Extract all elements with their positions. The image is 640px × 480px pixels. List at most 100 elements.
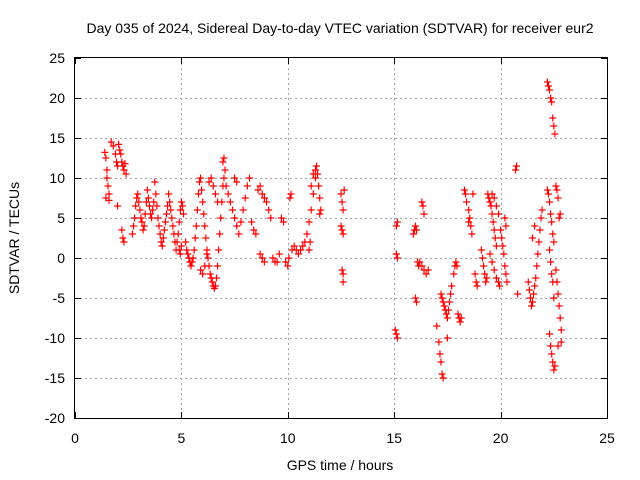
- data-point-marker: [524, 278, 532, 286]
- data-point-marker: [159, 234, 167, 242]
- data-point-marker: [411, 294, 419, 302]
- data-point-marker: [285, 254, 293, 262]
- x-tick-label: 25: [599, 430, 615, 446]
- data-point-marker: [418, 198, 426, 206]
- data-point-marker: [499, 242, 507, 250]
- y-tick-label: -15: [45, 370, 65, 386]
- data-point-marker: [538, 206, 546, 214]
- data-point-marker: [305, 218, 313, 226]
- data-point-marker: [306, 238, 314, 246]
- data-point-marker: [201, 262, 209, 270]
- data-point-marker: [471, 270, 479, 278]
- data-point-marker: [120, 238, 128, 246]
- data-point-marker: [442, 310, 450, 318]
- data-point-marker: [286, 194, 294, 202]
- data-points: [101, 78, 565, 382]
- data-point-marker: [544, 190, 552, 198]
- data-point-marker: [197, 174, 205, 182]
- data-point-marker: [418, 262, 426, 270]
- data-point-marker: [118, 226, 126, 234]
- data-point-marker: [138, 218, 146, 226]
- data-point-marker: [488, 210, 496, 218]
- data-point-marker: [546, 198, 554, 206]
- x-tick-labels: 0 5 10 15 20 25: [71, 430, 615, 446]
- x-tick-label: 15: [386, 430, 402, 446]
- data-point-marker: [338, 198, 346, 206]
- data-point-marker: [104, 182, 112, 190]
- data-point-marker: [496, 282, 504, 290]
- data-point-marker: [488, 258, 496, 266]
- data-point-marker: [307, 182, 315, 190]
- data-point-marker: [122, 170, 130, 178]
- data-point-marker: [130, 222, 138, 230]
- data-point-marker: [435, 338, 443, 346]
- data-point-marker: [157, 238, 165, 246]
- data-point-marker: [219, 158, 227, 166]
- data-point-marker: [548, 98, 556, 106]
- data-point-marker: [313, 162, 321, 170]
- data-point-marker: [311, 174, 319, 182]
- data-point-marker: [411, 222, 419, 230]
- y-axis-label: SDTVAR / TECUs: [6, 182, 22, 294]
- data-point-marker: [557, 326, 565, 334]
- data-point-marker: [511, 166, 519, 174]
- data-point-marker: [477, 246, 485, 254]
- data-point-marker: [147, 210, 155, 218]
- data-point-marker: [290, 242, 298, 250]
- data-point-marker: [152, 190, 160, 198]
- data-point-marker: [194, 190, 202, 198]
- data-point-marker: [128, 230, 136, 238]
- data-point-marker: [556, 210, 564, 218]
- data-point-marker: [502, 222, 510, 230]
- data-point-marker: [438, 370, 446, 378]
- data-point-marker: [492, 242, 500, 250]
- data-point-marker: [392, 330, 400, 338]
- data-point-marker: [260, 194, 268, 202]
- data-point-marker: [317, 206, 325, 214]
- data-point-marker: [119, 234, 127, 242]
- data-point-marker: [188, 258, 196, 266]
- axis-ticks: [75, 58, 608, 419]
- data-point-marker: [175, 218, 183, 226]
- data-point-marker: [494, 278, 502, 286]
- data-point-marker: [258, 254, 266, 262]
- data-point-marker: [452, 258, 460, 266]
- data-point-marker: [140, 222, 148, 230]
- data-point-marker: [546, 330, 554, 338]
- data-point-marker: [200, 210, 208, 218]
- data-point-marker: [256, 182, 264, 190]
- data-point-marker: [437, 290, 445, 298]
- data-point-marker: [207, 174, 215, 182]
- data-point-marker: [269, 254, 277, 262]
- data-point-marker: [392, 250, 400, 258]
- data-point-marker: [501, 262, 509, 270]
- data-point-marker: [160, 226, 168, 234]
- data-point-marker: [490, 266, 498, 274]
- data-point-marker: [282, 258, 290, 266]
- data-point-marker: [513, 162, 521, 170]
- data-point-marker: [543, 78, 551, 86]
- data-point-marker: [198, 186, 206, 194]
- data-point-marker: [101, 148, 109, 156]
- data-point-marker: [228, 206, 236, 214]
- data-point-marker: [413, 298, 421, 306]
- data-point-marker: [494, 210, 502, 218]
- y-tick-label: -10: [45, 330, 65, 346]
- data-point-marker: [526, 294, 534, 302]
- data-point-marker: [204, 254, 212, 262]
- data-point-marker: [305, 246, 313, 254]
- data-point-marker: [192, 222, 200, 230]
- data-point-marker: [536, 226, 544, 234]
- data-point-marker: [237, 218, 245, 226]
- data-point-marker: [469, 190, 477, 198]
- data-point-marker: [256, 250, 264, 258]
- data-point-marker: [551, 130, 559, 138]
- data-point-marker: [551, 362, 559, 370]
- data-point-marker: [191, 234, 199, 242]
- data-point-marker: [158, 242, 166, 250]
- y-tick-label: 5: [57, 210, 65, 226]
- data-point-marker: [316, 210, 324, 218]
- data-point-marker: [393, 218, 401, 226]
- data-point-marker: [424, 266, 432, 274]
- data-point-marker: [554, 290, 562, 298]
